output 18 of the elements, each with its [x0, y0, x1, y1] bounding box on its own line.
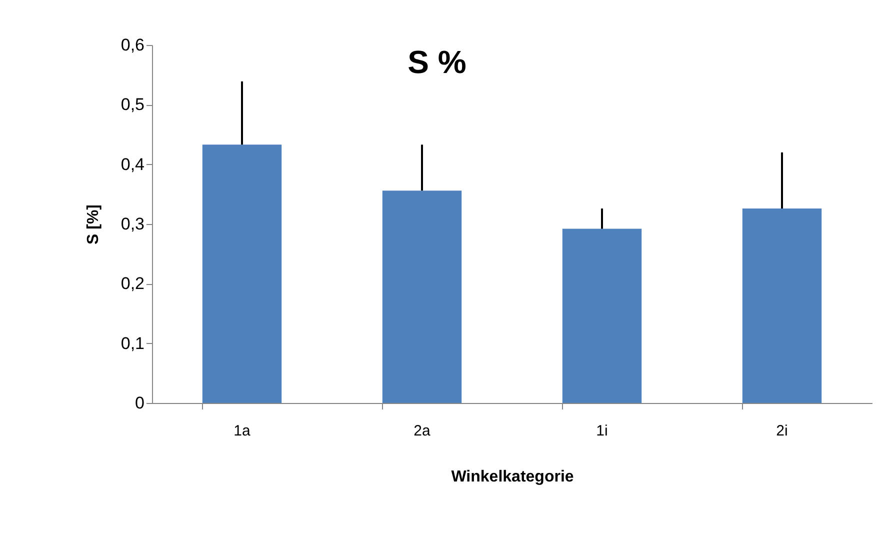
y-tick-label: 0,5 [120, 95, 144, 114]
chart-title: S % [408, 44, 466, 80]
x-axis-title: Winkelkategorie [451, 468, 574, 486]
y-tick-label: 0,2 [120, 274, 144, 294]
x-tick-label: 2i [776, 422, 788, 440]
bar [742, 208, 822, 403]
y-tick-label: 0 [135, 394, 144, 412]
y-tick-label: 0,4 [120, 154, 144, 174]
x-tick-label: 2a [414, 422, 431, 440]
y-axis-title: S [%] [84, 204, 102, 244]
bar [382, 190, 462, 403]
x-tick-label: 1i [596, 422, 608, 440]
bar [202, 144, 282, 403]
bar [562, 228, 642, 403]
x-tick-label: 1a [234, 422, 251, 440]
y-tick-label: 0,1 [120, 334, 144, 353]
y-tick-label: 0,3 [120, 214, 144, 234]
y-tick-label: 0,6 [120, 36, 144, 54]
